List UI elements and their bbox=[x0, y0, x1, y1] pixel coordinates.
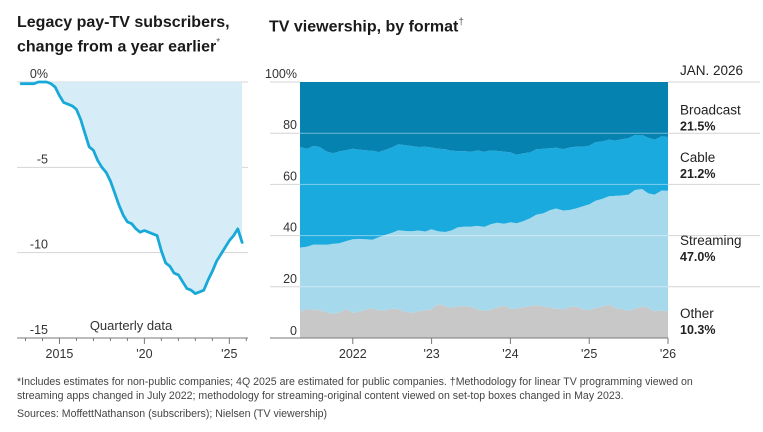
end-value-other: 10.3% bbox=[680, 323, 715, 337]
left-x-tick-labels: 2015 '20 '25 bbox=[46, 347, 238, 361]
right-y-tick: 40 bbox=[283, 221, 297, 235]
right-x-tick: '24 bbox=[502, 347, 518, 361]
left-x-tick: '20 bbox=[136, 347, 152, 361]
end-label-cable: Cable bbox=[680, 150, 715, 165]
date-label: JAN. 2026 bbox=[680, 63, 743, 78]
sources-line: Sources: MoffettNathanson (subscribers);… bbox=[17, 408, 328, 420]
quarterly-data-note: Quarterly data bbox=[90, 318, 173, 333]
right-x-tick: '25 bbox=[581, 347, 597, 361]
left-y-tick: -10 bbox=[30, 238, 48, 252]
right-y-tick-labels: 0 20 40 60 80 100% bbox=[265, 67, 297, 338]
right-title-mark: † bbox=[458, 17, 464, 28]
left-title-mark: * bbox=[216, 37, 221, 48]
left-area-fill bbox=[21, 82, 243, 294]
footnote-line1: *Includes estimates for non-public compa… bbox=[17, 376, 693, 388]
footnote-line2: streaming apps changed in July 2022; met… bbox=[17, 390, 624, 402]
end-label-other: Other bbox=[680, 306, 714, 321]
pay-tv-subscribers-chart: 0% -5 -10 -15 2015 '20 '25 Quarterly data bbox=[17, 67, 248, 361]
right-chart-title: TV viewership, by format† bbox=[269, 17, 464, 36]
area-broadcast bbox=[300, 82, 668, 155]
end-label-broadcast: Broadcast bbox=[680, 103, 741, 118]
area-other bbox=[300, 304, 668, 338]
right-y-tick: 100% bbox=[265, 67, 297, 81]
end-label-streaming: Streaming bbox=[680, 233, 742, 248]
left-x-tick: 2015 bbox=[46, 347, 74, 361]
right-y-tick: 60 bbox=[283, 169, 297, 183]
right-y-tick: 80 bbox=[283, 118, 297, 132]
subscribers-change-line bbox=[19, 80, 244, 295]
left-x-tick: '25 bbox=[221, 347, 237, 361]
end-value-cable: 21.2% bbox=[680, 167, 715, 181]
end-value-streaming: 47.0% bbox=[680, 250, 715, 264]
left-title-line2: change from a year earlier* bbox=[17, 37, 221, 56]
left-y-tick-labels: 0% -5 -10 -15 bbox=[30, 67, 48, 337]
area-streaming bbox=[300, 189, 668, 314]
right-x-tick: 2022 bbox=[339, 347, 367, 361]
end-value-broadcast: 21.5% bbox=[680, 120, 715, 134]
right-y-tick: 20 bbox=[283, 272, 297, 286]
area-cable bbox=[300, 135, 668, 248]
right-x-axis bbox=[270, 337, 669, 344]
left-y-tick: -5 bbox=[37, 152, 48, 166]
left-title-line1: Legacy pay-TV subscribers, bbox=[17, 14, 230, 31]
right-end-labels: Broadcast 21.5% Cable 21.2% Streaming 47.0% Ot… bbox=[680, 103, 742, 337]
left-chart-title: Legacy pay-TV subscribers, change from a… bbox=[17, 13, 230, 57]
viewership-stacked-areas bbox=[300, 82, 668, 338]
left-y-tick: -15 bbox=[30, 323, 48, 337]
left-x-axis bbox=[17, 337, 248, 344]
right-x-tick: '26 bbox=[660, 347, 676, 361]
tv-viewership-chart: 0 20 40 60 80 100% 2022 '23 '24 '25 '26 JAN. 2026… bbox=[265, 63, 760, 361]
right-x-tick: '23 bbox=[423, 347, 439, 361]
right-x-tick-labels: 2022 '23 '24 '25 '26 bbox=[339, 347, 676, 361]
right-y-tick: 0 bbox=[290, 324, 297, 338]
left-y-tick: 0% bbox=[30, 67, 48, 81]
right-gridlines bbox=[270, 81, 760, 288]
